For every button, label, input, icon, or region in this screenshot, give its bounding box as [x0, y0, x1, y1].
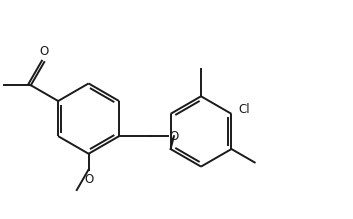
Text: O: O [84, 173, 93, 186]
Text: O: O [169, 130, 178, 143]
Text: O: O [40, 45, 49, 58]
Text: Cl: Cl [238, 103, 250, 117]
